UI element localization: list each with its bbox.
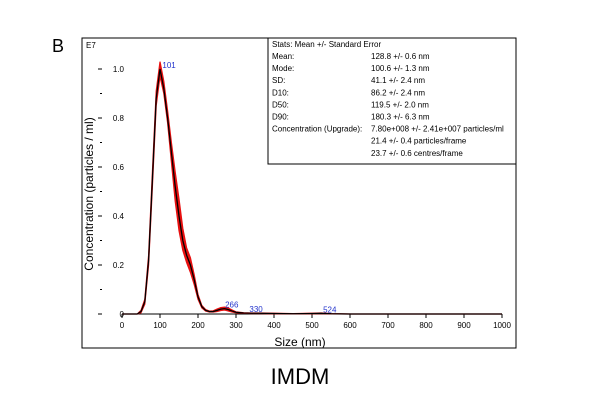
y-tick-label: 0.2 (113, 261, 125, 270)
stats-row-label: D50: (272, 100, 289, 109)
stats-row-value: 128.8 +/- 0.6 nm (371, 52, 430, 61)
x-tick-label: 300 (229, 321, 243, 330)
peak-label: 524 (323, 305, 337, 314)
stats-row-value: 100.6 +/- 1.3 nm (371, 64, 430, 73)
y-tick-label: 0.8 (113, 114, 125, 123)
x-axis-title: Size (nm) (274, 335, 325, 349)
panel-letter: B (52, 36, 64, 56)
x-tick-label: 900 (457, 321, 471, 330)
y-tick-label: 1.0 (113, 65, 125, 74)
stats-row-value: 23.7 +/- 0.6 centres/frame (371, 149, 463, 158)
stats-row-value: 119.5 +/- 2.0 nm (371, 100, 429, 109)
mean-series-line (122, 68, 502, 315)
peak-label: 266 (225, 301, 239, 310)
stats-header: Stats: Mean +/- Standard Error (272, 40, 381, 49)
x-tick-label: 500 (305, 321, 319, 330)
plot-area: 0 100 200 300 400 500 600 700 800 900 100000.20.40… (98, 61, 511, 330)
stats-row-value: 86.2 +/- 2.4 nm (371, 88, 425, 97)
stats-row-label: Mode: (272, 64, 294, 73)
stats-row-value: 21.4 +/- 0.4 particles/frame (371, 137, 467, 146)
stats-box-frame (267, 37, 517, 165)
stats-row-label: D90: (272, 113, 289, 122)
stats-row-value: 7.80e+008 +/- 2.41e+007 particles/ml (371, 125, 504, 134)
peak-label: 101 (162, 61, 176, 70)
x-tick-label: 100 (153, 321, 167, 330)
x-tick-label: 700 (381, 321, 395, 330)
stats-box: Stats: Mean +/- Standard Error Mean: 128.… (267, 37, 517, 165)
caption: IMDM (271, 364, 330, 389)
x-tick-label: 200 (191, 321, 205, 330)
stats-row-label: D10: (272, 88, 289, 97)
x-tick-label: 600 (343, 321, 357, 330)
x-tick-label: 800 (419, 321, 433, 330)
stats-row-value: 180.3 +/- 6.3 nm (371, 113, 430, 122)
stats-row-value: 41.1 +/- 2.4 nm (371, 76, 425, 85)
stats-row-label: Mean: (272, 52, 294, 61)
stats-row-label: Concentration (Upgrade): (272, 125, 362, 134)
stats-rows: Mean: 128.8 +/- 0.6 nm Mode: 100.6 +/- 1.3 … (272, 52, 504, 158)
y-tick-label: 0.6 (113, 163, 125, 172)
y-scale-label: E7 (86, 41, 96, 50)
stats-row-label: SD: (272, 76, 285, 85)
x-tick-label: 400 (267, 321, 281, 330)
x-tick-label: 1000 (493, 321, 511, 330)
y-axis-title: Concentration (particles / ml) (82, 117, 96, 270)
x-tick-label: 0 (120, 321, 125, 330)
peak-label: 330 (249, 305, 263, 314)
error-band (122, 61, 502, 315)
y-tick-label: 0.4 (113, 212, 125, 221)
